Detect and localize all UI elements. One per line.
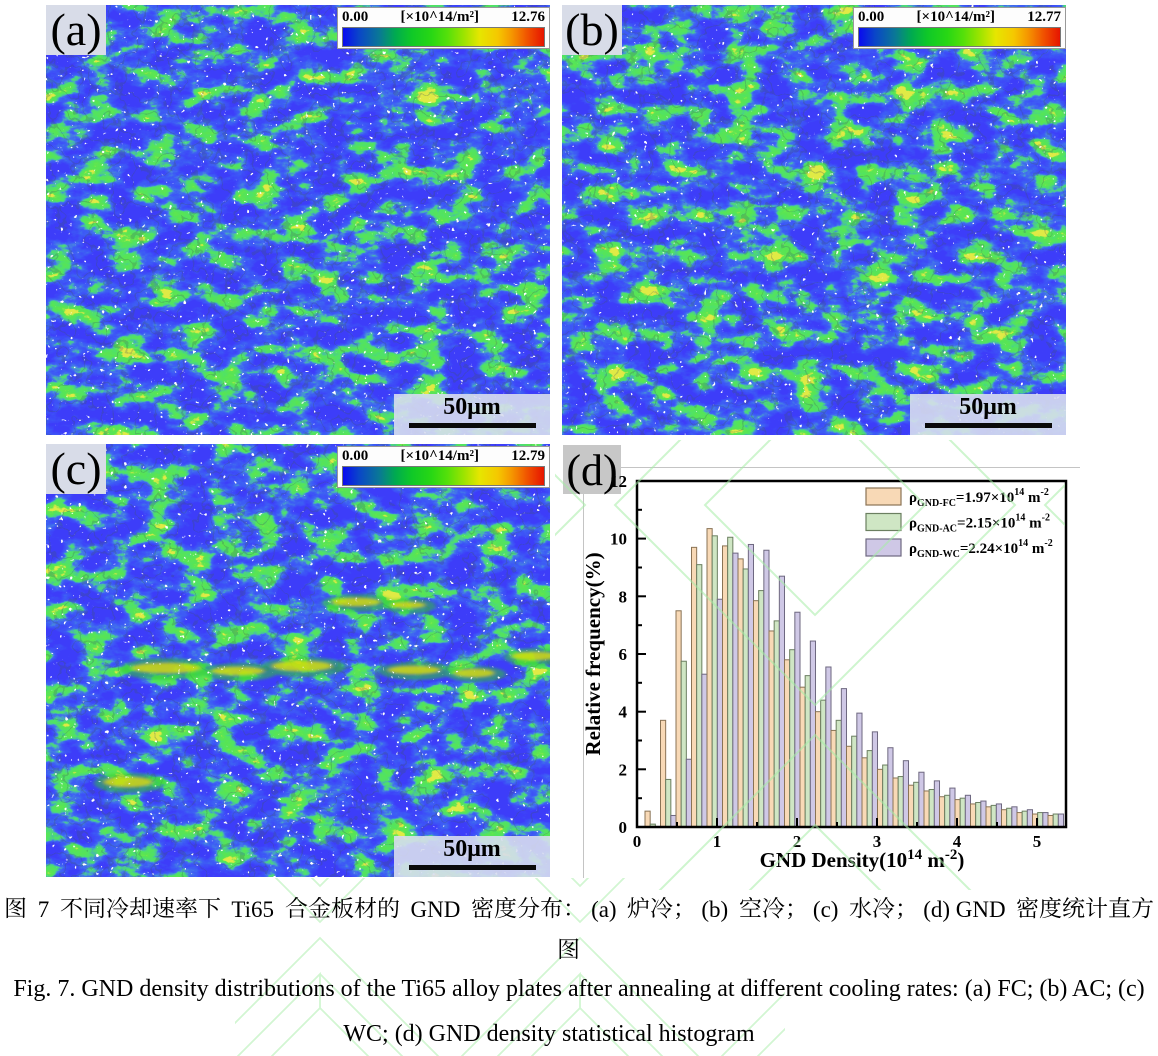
svg-text:2: 2 (619, 760, 628, 779)
svg-text:Relative frequency(%): Relative frequency(%) (581, 552, 605, 755)
svg-text:4: 4 (619, 703, 628, 722)
svg-text:8: 8 (619, 587, 628, 606)
svg-text:5: 5 (1033, 832, 1042, 851)
svg-text:6: 6 (619, 645, 628, 664)
svg-text:ρGND-AC=2.15×1014 m-2: ρGND-AC=2.15×1014 m-2 (909, 513, 1050, 535)
svg-text:0: 0 (619, 818, 628, 837)
svg-text:10: 10 (610, 530, 627, 549)
svg-text:0: 0 (633, 832, 642, 851)
svg-text:12: 12 (610, 472, 627, 491)
svg-text:ρGND-FC=1.97×1014 m-2: ρGND-FC=1.97×1014 m-2 (909, 487, 1049, 509)
svg-text:1: 1 (713, 832, 722, 851)
svg-text:ρGND-WC=2.24×1014 m-2: ρGND-WC=2.24×1014 m-2 (909, 538, 1053, 560)
svg-text:GND Density(1014 m-2): GND Density(1014 m-2) (760, 847, 965, 872)
